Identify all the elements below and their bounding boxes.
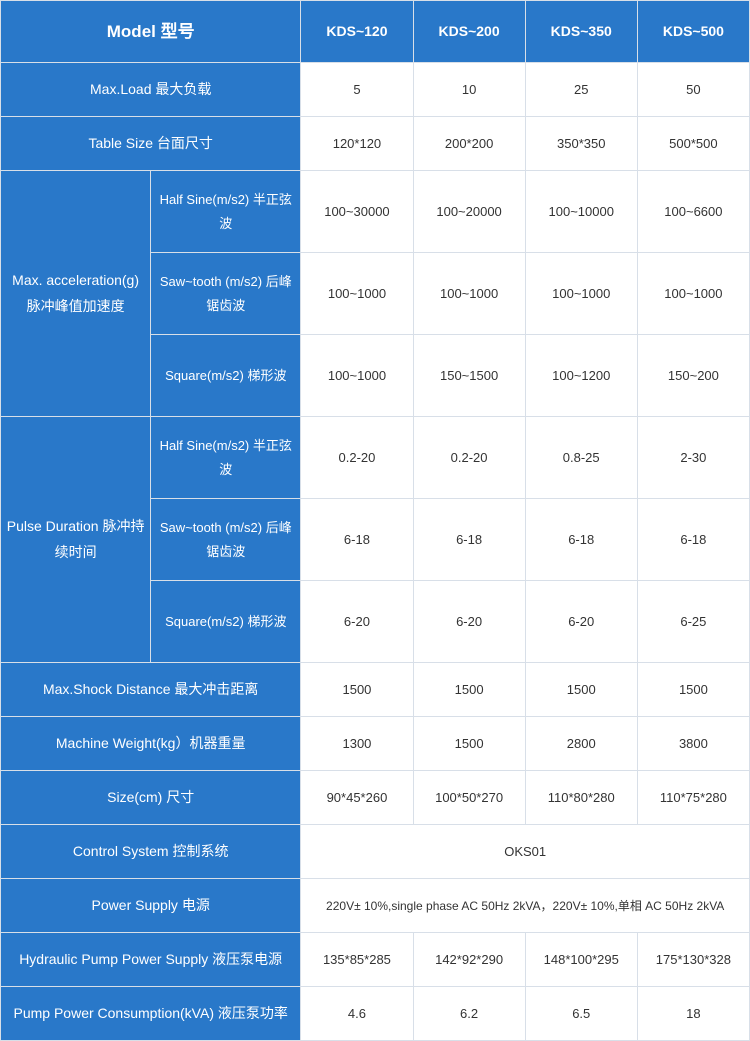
row-shock-dist: Max.Shock Distance 最大冲击距离 1500 1500 1500… [1,663,750,717]
label-shock-dist: Max.Shock Distance 最大冲击距离 [1,663,301,717]
cell: 100~1000 [637,253,749,335]
cell: 1500 [525,663,637,717]
label-power-supply: Power Supply 电源 [1,879,301,933]
cell: 150~1500 [413,335,525,417]
label-hyd-pump: Hydraulic Pump Power Supply 液压泵电源 [1,933,301,987]
cell: 25 [525,63,637,117]
header-col-1: KDS~200 [413,1,525,63]
sublabel-accel-square: Square(m/s2) 梯形波 [151,335,301,417]
label-max-load: Max.Load 最大负载 [1,63,301,117]
cell: 6-18 [525,499,637,581]
row-max-load: Max.Load 最大负载 5 10 25 50 [1,63,750,117]
cell: 100~1000 [301,335,413,417]
row-table-size: Table Size 台面尺寸 120*120 200*200 350*350 … [1,117,750,171]
cell: 6-25 [637,581,749,663]
cell: 200*200 [413,117,525,171]
label-pulse-dur: Pulse Duration 脉冲持续时间 [1,417,151,663]
spec-table: Model 型号 KDS~120 KDS~200 KDS~350 KDS~500… [0,0,750,1041]
cell: 5 [301,63,413,117]
cell-ctrl-sys: OKS01 [301,825,750,879]
cell: 100~6600 [637,171,749,253]
cell: 135*85*285 [301,933,413,987]
cell: 10 [413,63,525,117]
cell: 6.5 [525,987,637,1041]
cell: 6-20 [301,581,413,663]
label-size: Size(cm) 尺寸 [1,771,301,825]
sublabel-accel-saw: Saw~tooth (m/s2) 后峰锯齿波 [151,253,301,335]
cell: 6-18 [413,499,525,581]
cell: 6-20 [413,581,525,663]
sublabel-pulse-half: Half Sine(m/s2) 半正弦波 [151,417,301,499]
row-pulse-half: Pulse Duration 脉冲持续时间 Half Sine(m/s2) 半正… [1,417,750,499]
table-header-row: Model 型号 KDS~120 KDS~200 KDS~350 KDS~500 [1,1,750,63]
cell: 350*350 [525,117,637,171]
cell: 150~200 [637,335,749,417]
label-max-accel: Max. acceleration(g) 脉冲峰值加速度 [1,171,151,417]
cell: 100*50*270 [413,771,525,825]
sublabel-accel-half: Half Sine(m/s2) 半正弦波 [151,171,301,253]
cell: 0.2-20 [413,417,525,499]
label-table-size: Table Size 台面尺寸 [1,117,301,171]
row-hyd-pump: Hydraulic Pump Power Supply 液压泵电源 135*85… [1,933,750,987]
cell: 1500 [413,663,525,717]
cell: 500*500 [637,117,749,171]
cell: 100~1000 [525,253,637,335]
cell: 50 [637,63,749,117]
cell: 6-18 [301,499,413,581]
cell: 175*130*328 [637,933,749,987]
cell: 100~1000 [301,253,413,335]
row-ctrl-sys: Control System 控制系统 OKS01 [1,825,750,879]
sublabel-pulse-square: Square(m/s2) 梯形波 [151,581,301,663]
cell: 18 [637,987,749,1041]
cell: 0.2-20 [301,417,413,499]
cell: 1500 [413,717,525,771]
cell: 100~1000 [413,253,525,335]
row-power-supply: Power Supply 电源 220V± 10%,single phase A… [1,879,750,933]
header-model: Model 型号 [1,1,301,63]
cell: 1500 [301,663,413,717]
cell-power-supply: 220V± 10%,single phase AC 50Hz 2kVA，220V… [301,879,750,933]
cell: 6-20 [525,581,637,663]
cell: 100~1200 [525,335,637,417]
cell: 100~20000 [413,171,525,253]
cell: 148*100*295 [525,933,637,987]
sublabel-pulse-saw: Saw~tooth (m/s2) 后峰锯齿波 [151,499,301,581]
cell: 120*120 [301,117,413,171]
cell: 3800 [637,717,749,771]
header-col-3: KDS~500 [637,1,749,63]
cell: 100~10000 [525,171,637,253]
cell: 4.6 [301,987,413,1041]
cell: 110*80*280 [525,771,637,825]
row-accel-half: Max. acceleration(g) 脉冲峰值加速度 Half Sine(m… [1,171,750,253]
header-col-2: KDS~350 [525,1,637,63]
cell: 6-18 [637,499,749,581]
cell: 90*45*260 [301,771,413,825]
header-col-0: KDS~120 [301,1,413,63]
cell: 1500 [637,663,749,717]
row-pump-cons: Pump Power Consumption(kVA) 液压泵功率 4.6 6.… [1,987,750,1041]
row-machine-wt: Machine Weight(kg）机器重量 1300 1500 2800 38… [1,717,750,771]
cell: 142*92*290 [413,933,525,987]
cell: 6.2 [413,987,525,1041]
label-machine-wt: Machine Weight(kg）机器重量 [1,717,301,771]
cell: 100~30000 [301,171,413,253]
cell: 2800 [525,717,637,771]
label-ctrl-sys: Control System 控制系统 [1,825,301,879]
cell: 1300 [301,717,413,771]
cell: 0.8-25 [525,417,637,499]
label-pump-cons: Pump Power Consumption(kVA) 液压泵功率 [1,987,301,1041]
cell: 110*75*280 [637,771,749,825]
cell: 2-30 [637,417,749,499]
row-size: Size(cm) 尺寸 90*45*260 100*50*270 110*80*… [1,771,750,825]
